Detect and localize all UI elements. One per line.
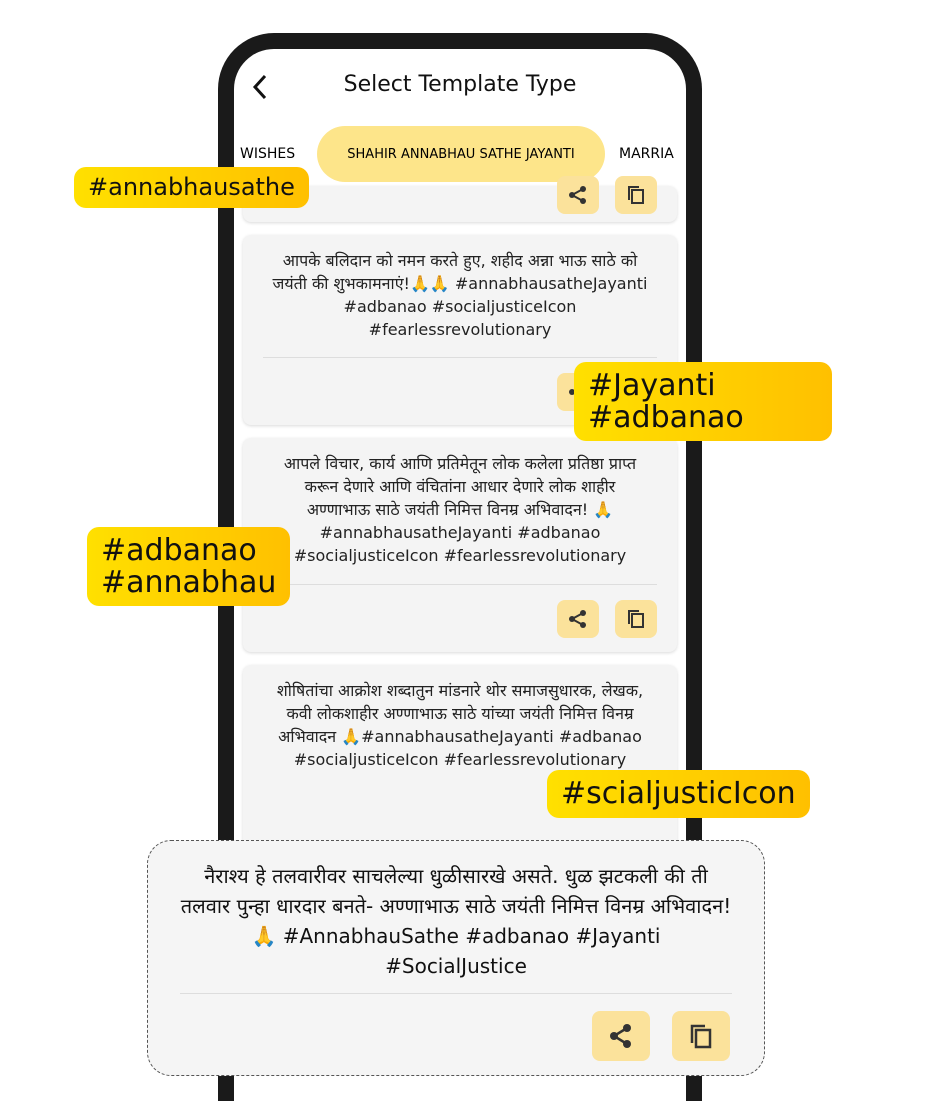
badge-line: #adbanao — [588, 399, 744, 435]
card-text: आपके बलिदान को नमन करते हुए, शहीद अन्ना … — [272, 251, 648, 339]
share-button[interactable] — [557, 176, 599, 214]
badge-line: #scialjusticIcon — [561, 776, 796, 811]
divider — [180, 993, 732, 994]
badge-line: #adbanao — [101, 533, 257, 568]
copy-button[interactable] — [615, 176, 657, 214]
header-title: Select Template Type — [343, 72, 577, 97]
hashtag-badge: #scialjusticIcon — [547, 770, 810, 818]
copy-button[interactable] — [672, 1011, 730, 1061]
share-button[interactable] — [592, 1011, 650, 1061]
tab-active[interactable]: SHAHIR ANNABHAU SATHE JAYANTI — [317, 126, 605, 182]
card — [243, 186, 677, 222]
featured-card: नैराश्य हे तलवारीवर साचलेल्या धुळीसारखे … — [147, 840, 765, 1076]
divider — [263, 357, 657, 358]
copy-button[interactable] — [615, 600, 657, 638]
badge-line: #Jayanti — [588, 368, 716, 403]
back-button[interactable] — [249, 72, 273, 102]
featured-text: नैराश्य हे तलवारीवर साचलेल्या धुळीसारखे … — [180, 864, 732, 978]
hashtag-badge: #adbanao #annabhau — [87, 527, 291, 606]
hashtag-badge: #annabhausathe — [74, 167, 309, 209]
divider — [263, 584, 657, 585]
card-text: शोषितांचा आक्रोश शब्दातुन मांडनारे थोर स… — [276, 681, 644, 769]
share-button[interactable] — [557, 600, 599, 638]
hashtag-badge: #Jayanti #adbanao — [574, 362, 832, 441]
card-text: आपले विचार, कार्य आणि प्रतिमेतून लोक कले… — [283, 454, 637, 565]
card — [243, 438, 677, 652]
badge-line: #annabhausathe — [88, 173, 295, 201]
tab[interactable]: MARRIA — [619, 146, 674, 162]
tab[interactable]: WISHES — [240, 146, 296, 162]
badge-line: #annabhau — [101, 564, 277, 600]
